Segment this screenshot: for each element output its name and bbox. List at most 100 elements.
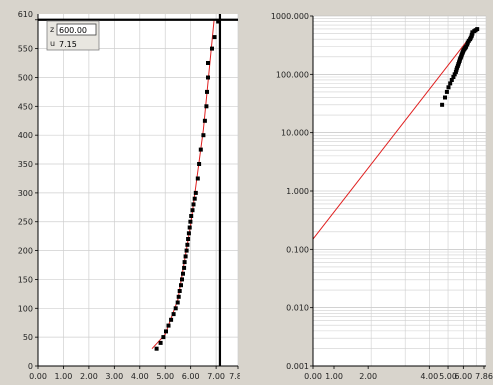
left-data-point (186, 237, 191, 241)
panel-divider[interactable] (240, 0, 252, 385)
left-data-point (197, 162, 202, 166)
left-y-tick-label: 500 (18, 73, 33, 82)
left-data-point (206, 75, 210, 80)
left-data-point (176, 294, 181, 299)
right-data-point (452, 72, 457, 77)
left-x-tick-labels: 0.00 1.00 2.00 3.00 4.00 5.00 6.00 7.00 7.86 (29, 366, 247, 381)
left-data-point (195, 176, 200, 181)
left-data-point (186, 231, 191, 236)
right-y-tick-label: 1.000 (286, 187, 309, 196)
left-x-tick-label: 0.00 (29, 372, 47, 381)
left-y-tick-label: 50 (23, 333, 33, 342)
left-y-tick-label: 300 (18, 189, 33, 198)
right-y-tick-label: 1000.000 (271, 12, 309, 21)
left-plot-area[interactable] (38, 14, 238, 366)
right-y-tick-label: 0.100 (286, 245, 309, 254)
left-data-point (164, 329, 168, 334)
left-data-point (183, 254, 188, 259)
left-data-point (185, 242, 190, 247)
left-x-tick-label: 7.86 (229, 372, 247, 381)
left-x-tick-label: 2.00 (80, 372, 98, 381)
left-data-point (188, 219, 193, 224)
left-y-tick-label: 200 (18, 247, 33, 256)
readout-z-label: z (50, 25, 54, 34)
right-data-point (440, 102, 445, 107)
left-data-point (187, 225, 192, 230)
left-data-point (179, 283, 183, 288)
right-fit-line (312, 28, 477, 240)
left-data-point (177, 289, 182, 293)
left-data-points (154, 19, 221, 351)
left-data-point (182, 265, 187, 270)
left-x-tick-label: 3.00 (105, 372, 123, 381)
right-fit-line (312, 28, 477, 240)
readout-u-value: 7.15 (59, 40, 77, 49)
left-x-tick-label: 7.00 (207, 372, 225, 381)
right-data-point (453, 69, 458, 74)
right-x-tick-label: 5.00 (439, 372, 457, 381)
left-y-tick-labels: 0 50 100 150 200 250 300 350 400 450 500 550 610 (18, 10, 38, 371)
left-x-tick-label: 6.00 (182, 372, 200, 381)
right-data-point (448, 81, 453, 86)
left-data-point (210, 46, 214, 51)
left-data-point (180, 277, 184, 282)
left-y-tick-label: 550 (18, 45, 33, 54)
right-y-tick-label: 10.000 (281, 129, 309, 138)
right-x-tick-label: 7.86 (475, 372, 493, 381)
right-data-points (440, 27, 480, 107)
right-data-point (443, 95, 447, 100)
left-data-point (171, 312, 176, 317)
left-axes (37, 14, 238, 367)
left-data-point (166, 323, 171, 328)
readout-u-field (57, 38, 96, 49)
left-x-tick-label: 4.00 (131, 372, 149, 381)
readout-u-label: u (50, 39, 55, 48)
left-crosshair-cursor[interactable] (38, 14, 238, 366)
right-axes (312, 16, 486, 367)
left-data-point (191, 202, 196, 207)
left-data-point (190, 208, 195, 213)
right-data-point (451, 75, 456, 79)
right-y-tick-label: 100.000 (276, 70, 309, 79)
left-data-point (161, 335, 166, 340)
left-data-point (193, 190, 198, 195)
left-data-point (184, 248, 189, 253)
readout-z-field[interactable] (56, 23, 97, 36)
left-x-tick-label: 5.00 (156, 372, 174, 381)
readout-z-value: 600.00 (59, 26, 87, 35)
left-data-point (198, 147, 203, 152)
left-y-tick-label: 610 (18, 10, 33, 19)
left-data-point (154, 346, 159, 351)
left-data-point (212, 35, 217, 40)
left-data-point (175, 300, 180, 305)
left-y-tick-label: 100 (18, 304, 33, 313)
right-data-point (444, 89, 449, 94)
left-data-point (189, 214, 194, 218)
right-chart-panel: 0.00 1.00 2.00 4.00 5.006.00 7.86 1000.000 100… (271, 12, 493, 381)
left-y-tick-label: 400 (18, 131, 33, 140)
cursor-readout: z 600.00 u 7.15 (46, 20, 100, 51)
left-y-tick-label: 150 (18, 275, 33, 284)
right-data-point (475, 27, 480, 32)
left-chart-panel: 0.00 1.00 2.00 3.00 4.00 5.00 6.00 7.00 7.86 0 50… (18, 10, 247, 381)
left-data-point (169, 317, 174, 322)
left-data-point (206, 61, 210, 65)
left-data-point (205, 89, 209, 94)
left-y-tick-label: 450 (18, 102, 33, 111)
left-y-tick-label: 0 (28, 362, 33, 371)
left-data-point (181, 271, 185, 276)
right-x-tick-label: 1.00 (325, 372, 343, 381)
right-y-tick-label: 0.010 (286, 304, 309, 313)
right-data-point (446, 85, 451, 90)
right-x-tick-labels: 0.00 1.00 2.00 4.00 5.006.00 7.86 (304, 366, 493, 381)
right-x-tick-label: 4.00 (420, 372, 438, 381)
left-x-tick-label: 1.00 (55, 372, 73, 381)
right-x-tick-label: 2.00 (359, 372, 377, 381)
left-data-point (204, 104, 209, 109)
left-data-point (173, 306, 178, 311)
right-x-tick-label: 0.00 (304, 372, 322, 381)
right-x-tick-label: 6.00 (454, 372, 472, 381)
left-y-tick-label: 350 (18, 160, 33, 169)
left-data-point (201, 133, 206, 138)
